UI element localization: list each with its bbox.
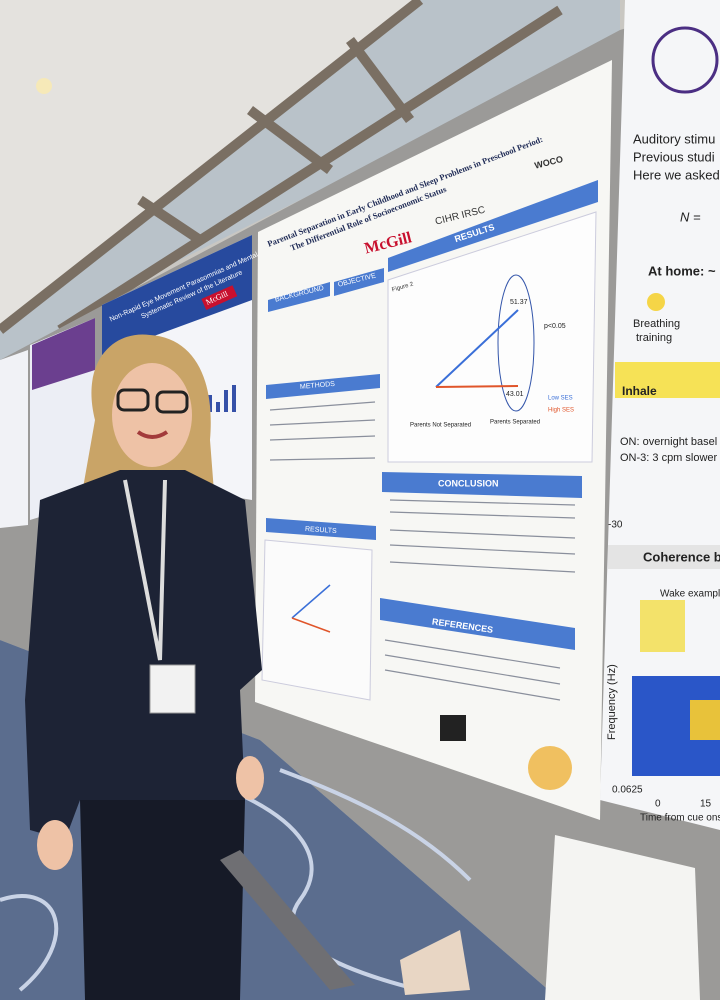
figure-panel bbox=[387, 211, 597, 463]
face bbox=[112, 363, 192, 467]
trousers bbox=[80, 800, 245, 1000]
text-line bbox=[389, 529, 576, 539]
on3-label: ON-3: 3 cpm slower bbox=[620, 452, 718, 464]
poster-right bbox=[600, 0, 720, 830]
legend-entry: Low SES bbox=[548, 396, 573, 402]
badge bbox=[149, 664, 196, 714]
smile bbox=[136, 430, 169, 439]
frame bbox=[247, 106, 333, 174]
poster-right-text: Auditory stimu Previous studi Here we as… bbox=[606, 131, 720, 824]
jacket bbox=[25, 470, 262, 840]
x-axis-label: Time from cue onset bbox=[640, 813, 720, 824]
lens bbox=[155, 390, 189, 414]
pattern bbox=[0, 894, 59, 992]
section-header: METHODS bbox=[300, 381, 336, 391]
intro-line: Auditory stimu bbox=[633, 131, 715, 146]
text-line bbox=[269, 419, 376, 426]
panel-label: Wake example bbox=[660, 589, 720, 600]
pattern bbox=[279, 768, 472, 882]
icon bbox=[647, 293, 665, 311]
breathing-label: training bbox=[636, 332, 672, 344]
text-line bbox=[389, 499, 576, 506]
section-header: Coherence be bbox=[643, 549, 720, 564]
section-bar bbox=[388, 180, 598, 272]
value-label: 51.37 bbox=[510, 299, 528, 306]
ceiling-light bbox=[36, 78, 52, 94]
axis-label: -30 bbox=[608, 520, 623, 531]
hand bbox=[236, 756, 264, 800]
category-label: Parents Separated bbox=[490, 420, 540, 426]
section-bar bbox=[380, 598, 575, 650]
x-tick: 15 bbox=[700, 799, 712, 810]
value-label: 43.01 bbox=[506, 391, 524, 398]
frame bbox=[57, 5, 563, 335]
shoe bbox=[400, 930, 470, 995]
intro-line: Previous studi bbox=[633, 149, 715, 164]
frame bbox=[137, 195, 203, 245]
on-label: ON: overnight basel bbox=[620, 436, 717, 448]
lens bbox=[116, 388, 150, 412]
significance-label: p<0.05 bbox=[544, 323, 566, 330]
significance-ellipse bbox=[497, 274, 535, 412]
text-line bbox=[389, 511, 576, 519]
bar-shape bbox=[224, 390, 228, 412]
bar-shape bbox=[232, 385, 236, 412]
text-line bbox=[269, 435, 376, 441]
n-label: N = bbox=[680, 209, 701, 224]
body-text-lines bbox=[269, 401, 576, 701]
text-line bbox=[269, 457, 376, 461]
text-line bbox=[389, 561, 576, 573]
breathing-label: Breathing bbox=[633, 318, 680, 330]
x-tick: 0 bbox=[655, 799, 661, 810]
low-ses-line bbox=[435, 309, 519, 388]
poster-tube bbox=[220, 850, 355, 990]
wave-panel bbox=[640, 600, 685, 652]
frame bbox=[346, 37, 414, 123]
text-line bbox=[384, 639, 561, 669]
bar-shape bbox=[208, 395, 212, 412]
text-line bbox=[389, 544, 576, 555]
section-header: RESULTS bbox=[305, 526, 338, 535]
spectrogram-hot bbox=[690, 700, 720, 740]
y-tick: 0.0625 bbox=[612, 785, 643, 796]
university-seal bbox=[651, 26, 719, 94]
section-bar bbox=[382, 472, 582, 498]
section-header: At home: ~ bbox=[648, 263, 716, 278]
small-figure bbox=[261, 539, 373, 701]
poster-header bbox=[32, 318, 95, 390]
hand bbox=[37, 820, 73, 870]
qr-code bbox=[440, 715, 466, 741]
section-bar bbox=[266, 518, 376, 540]
inhale-label: Inhale bbox=[622, 384, 657, 398]
intro-line: Here we asked bbox=[633, 167, 720, 182]
poster-far-left bbox=[0, 350, 28, 528]
pattern bbox=[229, 788, 421, 992]
inhale-box bbox=[615, 362, 720, 398]
glasses bbox=[116, 388, 189, 414]
header-band bbox=[608, 545, 720, 569]
category-label: Parents Not Separated bbox=[410, 423, 471, 429]
logo-box bbox=[201, 285, 238, 310]
handout-sheet bbox=[545, 835, 700, 1000]
section-bar bbox=[334, 268, 384, 296]
lanyard bbox=[123, 479, 167, 661]
text-line bbox=[384, 654, 561, 685]
bar-shape bbox=[216, 402, 220, 412]
poster-left-header bbox=[102, 235, 252, 355]
small-line bbox=[291, 617, 331, 633]
text-line bbox=[384, 669, 561, 701]
cartoon bbox=[528, 746, 572, 790]
high-ses-line bbox=[435, 385, 519, 388]
section-bar bbox=[266, 374, 380, 399]
legend-entry: High SES bbox=[548, 408, 574, 414]
section-bar bbox=[268, 282, 330, 312]
window-frames bbox=[0, 0, 563, 335]
y-axis-label: Frequency (Hz) bbox=[606, 664, 618, 740]
small-line bbox=[291, 584, 331, 619]
frame bbox=[0, 0, 424, 334]
text-line bbox=[269, 401, 376, 411]
carpet-pattern bbox=[0, 768, 472, 992]
section-header: CONCLUSION bbox=[438, 478, 499, 488]
